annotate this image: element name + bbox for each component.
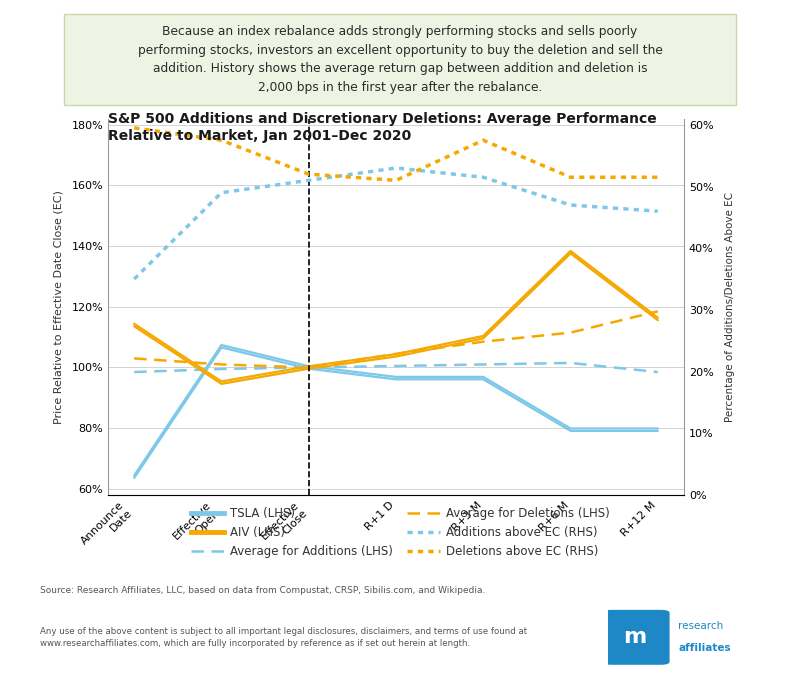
Text: Source: Research Affiliates, LLC, based on data from Compustat, CRSP, Sibilis.co: Source: Research Affiliates, LLC, based … xyxy=(40,586,486,595)
Text: m: m xyxy=(622,627,646,647)
Text: affiliates: affiliates xyxy=(678,643,731,654)
Y-axis label: Percentage of Additions/Deletions Above EC: Percentage of Additions/Deletions Above … xyxy=(725,192,734,422)
FancyBboxPatch shape xyxy=(64,14,736,105)
Text: Because an index rebalance adds strongly performing stocks and sells poorly
perf: Because an index rebalance adds strongly… xyxy=(138,25,662,94)
Text: Any use of the above content is subject to all important legal disclosures, disc: Any use of the above content is subject … xyxy=(40,627,527,648)
Legend: TSLA (LHS), AIV (LHS), Average for Additions (LHS), Average for Deletions (LHS),: TSLA (LHS), AIV (LHS), Average for Addit… xyxy=(186,502,614,562)
Text: S&P 500 Additions and Discretionary Deletions: Average Performance
Relative to M: S&P 500 Additions and Discretionary Dele… xyxy=(108,112,657,143)
Text: research: research xyxy=(678,621,724,631)
Y-axis label: Price Relative to Effective Date Close (EC): Price Relative to Effective Date Close (… xyxy=(53,190,63,424)
FancyBboxPatch shape xyxy=(602,610,670,664)
